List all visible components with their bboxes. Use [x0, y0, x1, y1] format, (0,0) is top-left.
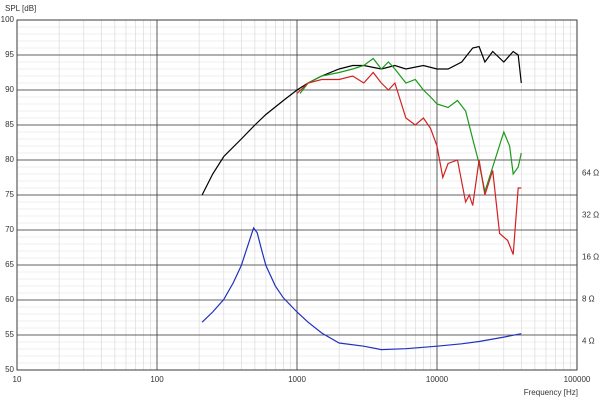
y-tick-label: 55: [5, 330, 14, 339]
y2-tick-label: 8 Ω: [582, 295, 595, 304]
y2-tick-label: 4 Ω: [582, 337, 595, 346]
y-tick-label: 85: [5, 120, 14, 129]
y-tick-label: 90: [5, 85, 14, 94]
y2-tick-label: 64 Ω: [582, 168, 599, 177]
y-tick-label: 60: [5, 295, 14, 304]
x-tick-label: 10: [13, 375, 22, 384]
x-tick-label: 1000: [288, 375, 306, 384]
series-line: [296, 71, 522, 255]
y-tick-label: 95: [5, 50, 14, 59]
x-tick-label: 100000: [564, 375, 591, 384]
x-tick-label: 100: [150, 375, 164, 384]
y-tick-label: 80: [5, 155, 14, 164]
y-tick-label: 65: [5, 260, 14, 269]
y-tick-label: 75: [5, 190, 14, 199]
x-axis-label: Frequency [Hz]: [524, 388, 578, 397]
y-tick-label: 100: [1, 15, 15, 24]
y-axis-label: SPL [dB]: [5, 4, 36, 13]
plot-frame: [16, 19, 578, 371]
y2-tick-label: 32 Ω: [582, 210, 599, 219]
y2-tick-label: 16 Ω: [582, 252, 599, 261]
series-line: [201, 45, 522, 196]
x-tick-label: 10000: [426, 375, 449, 384]
series-line: [201, 226, 522, 351]
y-tick-label: 70: [5, 225, 14, 234]
y-tick-label: 50: [5, 365, 14, 374]
series-line: [299, 57, 522, 194]
